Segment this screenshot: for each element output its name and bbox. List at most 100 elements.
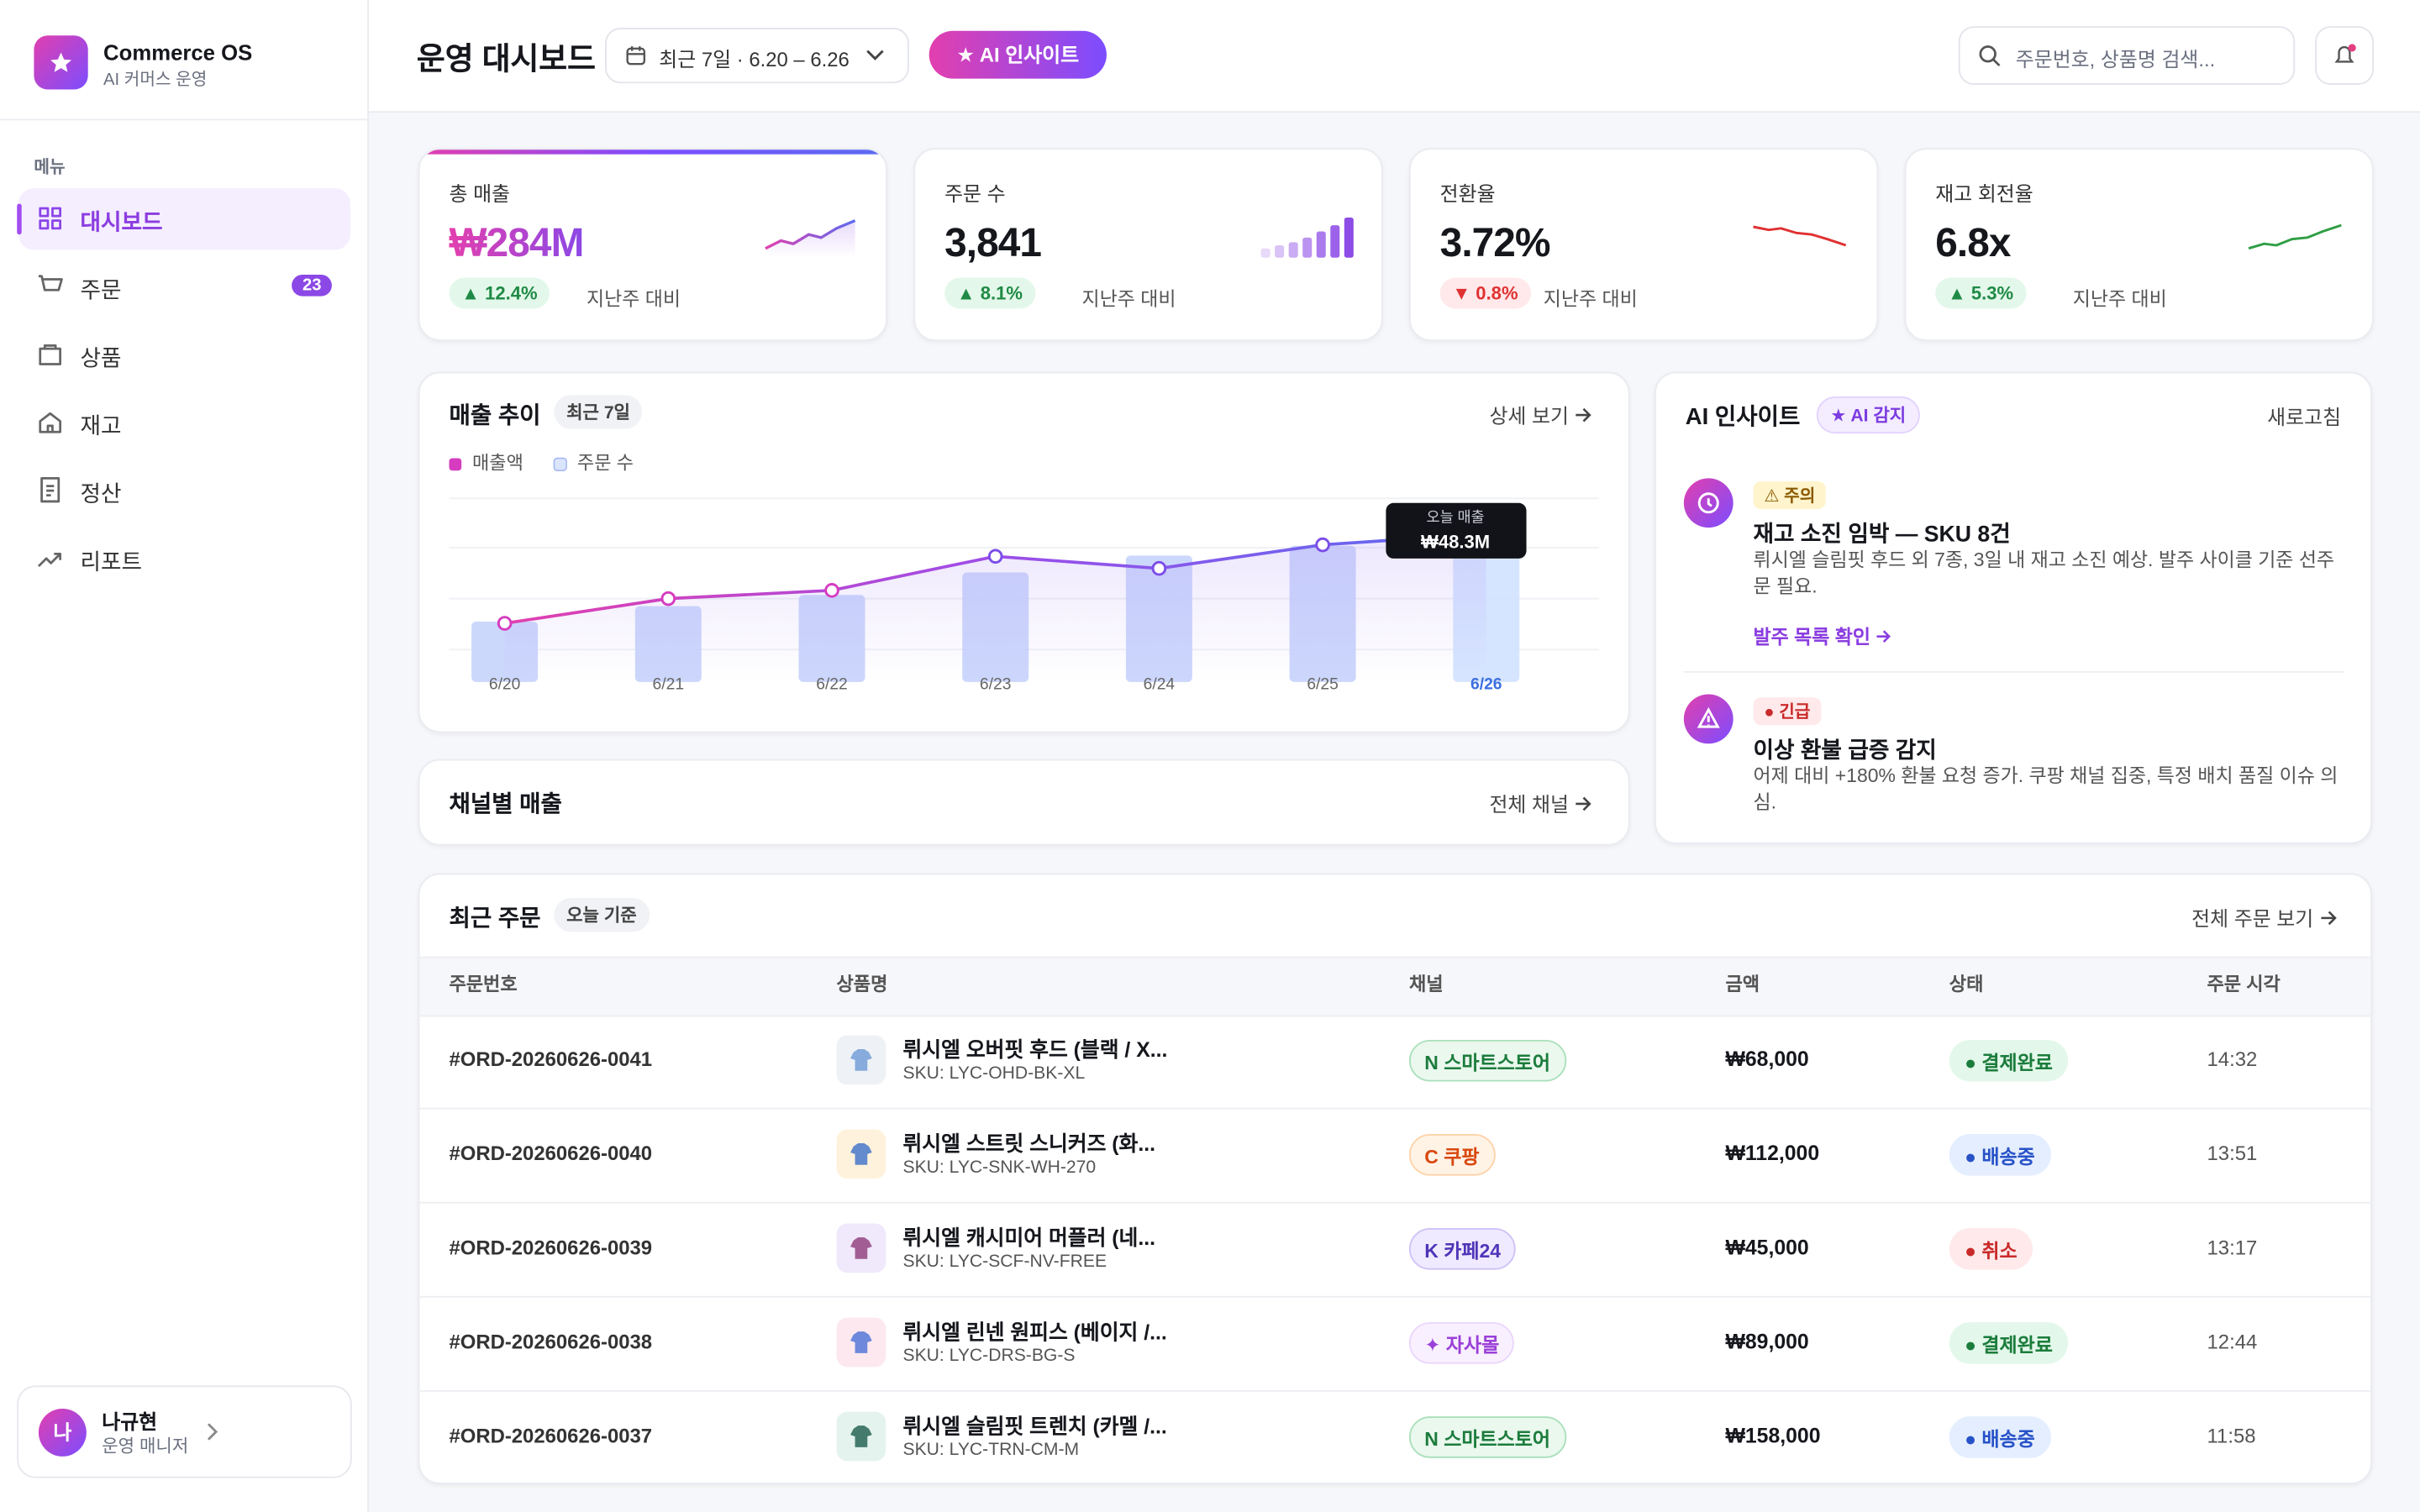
status-badge: ● 취소: [1949, 1228, 2033, 1270]
calendar-icon: [626, 46, 646, 66]
line-point: [660, 591, 676, 606]
product-glyph: [850, 1237, 872, 1259]
arrow: [1576, 407, 1591, 423]
orders-badge: 오늘 기준: [554, 897, 650, 932]
nav-item[interactable]: 상품: [18, 324, 350, 386]
order-id: #ORD-20260626-0038: [449, 1330, 653, 1353]
channel-title: 채널별 매출: [449, 791, 562, 818]
x-tick-label: 6/25: [1307, 676, 1339, 694]
brand-subtitle: AI 커머스 운영: [103, 71, 208, 90]
kpi-change: ▲ 8.1%: [944, 277, 1035, 309]
column-header: 주문 시각: [2207, 973, 2281, 995]
date-dropdown[interactable]: 최근 7일 · 6.20 – 6.26: [605, 28, 909, 84]
orders-link[interactable]: 전체 주문 보기: [2191, 902, 2338, 932]
nav-item[interactable]: 리포트: [18, 528, 350, 589]
menu-label: 메뉴: [34, 159, 66, 178]
status-text: 배송중: [1981, 1428, 2035, 1451]
icon-path: [39, 344, 62, 365]
x-tick-label: 6/24: [1144, 676, 1176, 694]
table-row[interactable]: #ORD-20260626-0037 뤼시엘 슬림핏 트렌치 (카멜 /... SK…: [420, 1390, 2371, 1483]
user-card[interactable]: 나 나규현 운영 매니저: [17, 1385, 352, 1478]
column-header: 상품명: [836, 973, 888, 995]
chart: 매출액 주문 수 6/20 6/21 6/22 6/23 6/24 6/25 6/26 오늘 매출…: [449, 453, 1599, 694]
chart-link[interactable]: 상세 보기: [1489, 400, 1592, 429]
insights-title: AI 인사이트: [1685, 404, 1801, 431]
table-row[interactable]: #ORD-20260626-0040 뤼시엘 스트릿 스니커즈 (화... SKU:…: [419, 1108, 2371, 1204]
logo: [34, 35, 88, 90]
nav-item[interactable]: 주문 23: [18, 256, 350, 318]
search-box[interactable]: 주문번호, 상품명 검색...: [1958, 26, 2296, 86]
nav-label: 상품: [80, 347, 122, 372]
sparkline-chart: [765, 219, 856, 258]
nav-item[interactable]: 대시보드: [17, 188, 350, 250]
badge-text: AI 감지: [1850, 407, 1907, 426]
chart-title: 매출 추이: [449, 402, 541, 429]
chevron: [207, 1423, 218, 1441]
column-header: 주문번호: [449, 973, 518, 995]
insight-link[interactable]: 발주 목록 확인: [1754, 620, 1893, 649]
product-thumb: [836, 1317, 886, 1368]
tooltip-label: 오늘 매출: [1427, 509, 1485, 526]
product-sku: SKU: LYC-DRS-BG-S: [902, 1347, 1076, 1366]
insight-description: 뤼시엘 슬림핏 후드 외 7종, 3일 내 재고 소진 예상. 발주 사이클 기…: [1753, 549, 2335, 597]
product-glyph: [850, 1425, 872, 1447]
order-id: #ORD-20260626-0039: [449, 1236, 653, 1259]
kpi-value: 3,841: [944, 218, 1042, 265]
sparkline: [1753, 225, 1847, 247]
product-sku: SKU: LYC-SNK-WH-270: [902, 1158, 1097, 1178]
tag-text: 긴급: [1779, 703, 1811, 722]
product-name: 뤼시엘 슬림핏 트렌치 (카멜 /...: [902, 1415, 1167, 1438]
brand: Commerce OS: [103, 39, 253, 66]
active-indicator: [17, 203, 22, 235]
nav-icon: [38, 275, 63, 291]
icon-path: [40, 477, 60, 503]
kpi-label: 전환율: [1439, 181, 1496, 206]
refresh[interactable]: 새로고침: [2267, 406, 2342, 429]
insight-link[interactable]: 환불 현황 보기: [1754, 837, 1893, 843]
tooltip: [1386, 502, 1527, 559]
product-glyph: [850, 1331, 872, 1353]
order-time: 13:17: [2207, 1236, 2258, 1259]
nav-item[interactable]: 정산: [18, 459, 350, 521]
ai-insight-button[interactable]: ★ AI 인사이트: [929, 30, 1107, 79]
table-row[interactable]: #ORD-20260626-0039 뤼시엘 캐시미어 머플러 (네... SKU:…: [419, 1202, 2371, 1298]
nav-item[interactable]: 재고: [18, 392, 350, 454]
table-row[interactable]: #ORD-20260626-0038 뤼시엘 린넨 원피스 (베이지 /... SK…: [419, 1296, 2371, 1392]
search-icon: [1979, 45, 2001, 67]
sparkline-chart: [2248, 223, 2342, 250]
legend-label: 매출액: [472, 453, 523, 474]
notification-button[interactable]: [2315, 26, 2374, 86]
date-range: 최근 7일 · 6.20 – 6.26: [659, 47, 850, 71]
arrow: [1877, 630, 1891, 643]
column-header: 상태: [1949, 973, 1984, 995]
table-row[interactable]: #ORD-20260626-0041 뤼시엘 오버핏 후드 (블랙 / X... S…: [419, 1014, 2371, 1110]
kpi-value: 6.8x: [1935, 218, 2011, 265]
status-badge: ● 결제완료: [1949, 1039, 2069, 1082]
kpi-value: 3.72%: [1439, 218, 1551, 265]
column-header: 채널: [1408, 973, 1444, 995]
amount: ₩68,000: [1725, 1047, 1809, 1071]
channel-link[interactable]: 전체 채널: [1489, 789, 1592, 818]
product-thumb: [836, 1129, 886, 1179]
page-title: 운영 대시보드: [416, 43, 596, 77]
nav-icon: [40, 477, 60, 503]
link-text: 발주 목록 확인: [1753, 626, 1871, 648]
orders-title: 최근 주문: [449, 906, 541, 932]
kpi-note: 지난주 대비: [2072, 288, 2167, 311]
insight-icon: [1683, 694, 1733, 744]
sparkbar: [1330, 225, 1340, 258]
order-time: 14:32: [2207, 1047, 2258, 1071]
sparkline-area: [765, 220, 855, 258]
product-thumb: [836, 1411, 886, 1462]
channel-badge: C 쿠팡: [1408, 1134, 1495, 1176]
status-badge: ● 배송중: [1949, 1134, 2051, 1176]
sparkline-chart: [1753, 225, 1847, 247]
product-name: 뤼시엘 캐시미어 머플러 (네...: [902, 1226, 1156, 1250]
product-sku: SKU: LYC-TRN-CM-M: [902, 1441, 1080, 1460]
kpi-card: 재고 회전율 6.8x ▲ 5.3% 지난주 대비: [1904, 148, 2374, 341]
amount: ₩112,000: [1725, 1142, 1820, 1165]
product-glyph: [850, 1048, 872, 1071]
x-tick-label: 6/26: [1470, 676, 1502, 694]
sparkbar: [1302, 237, 1313, 258]
